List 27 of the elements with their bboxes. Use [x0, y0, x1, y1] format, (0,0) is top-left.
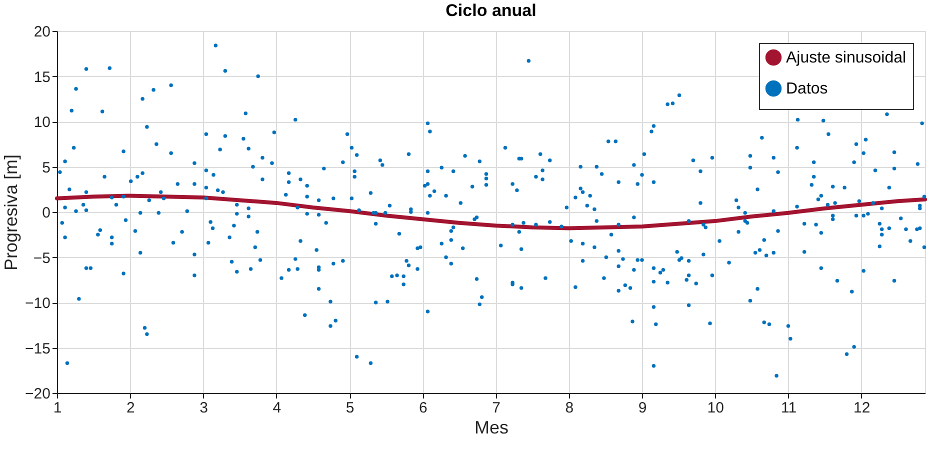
- x-tick-label: 7: [492, 400, 500, 416]
- x-axis-title: Mes: [474, 418, 509, 438]
- legend-label: Datos: [786, 80, 828, 98]
- y-tick-label: 15: [34, 68, 50, 86]
- x-tick-label: 9: [638, 400, 647, 416]
- y-tick-label: −10: [25, 295, 50, 312]
- y-axis-title: Progresiva [m]: [1, 154, 22, 271]
- x-tick-label: 8: [565, 400, 574, 416]
- legend-label: Ajuste sinusoidal: [786, 50, 906, 66]
- x-tick-label: 4: [272, 400, 282, 416]
- x-tick-label: 10: [707, 400, 724, 416]
- y-tick-label: −15: [25, 340, 50, 358]
- y-tick-label: 10: [34, 114, 50, 131]
- x-tick-label: 5: [346, 400, 354, 416]
- y-tick-label: 0: [42, 204, 50, 222]
- x-tick-label: 1: [53, 400, 62, 416]
- y-tick-label: −20: [25, 386, 50, 402]
- x-tick-label: 6: [418, 400, 428, 416]
- chart-title: Ciclo anual: [446, 1, 536, 20]
- y-tick-label: 20: [34, 24, 50, 40]
- x-tick-label: 2: [126, 400, 135, 416]
- line-series: [55, 194, 927, 230]
- x-tick-label: 12: [854, 400, 870, 416]
- y-tick-label: −5: [33, 250, 50, 267]
- x-tick-label: 11: [780, 400, 797, 416]
- x-tick-label: 3: [200, 400, 208, 416]
- y-tick-label: 5: [42, 159, 50, 176]
